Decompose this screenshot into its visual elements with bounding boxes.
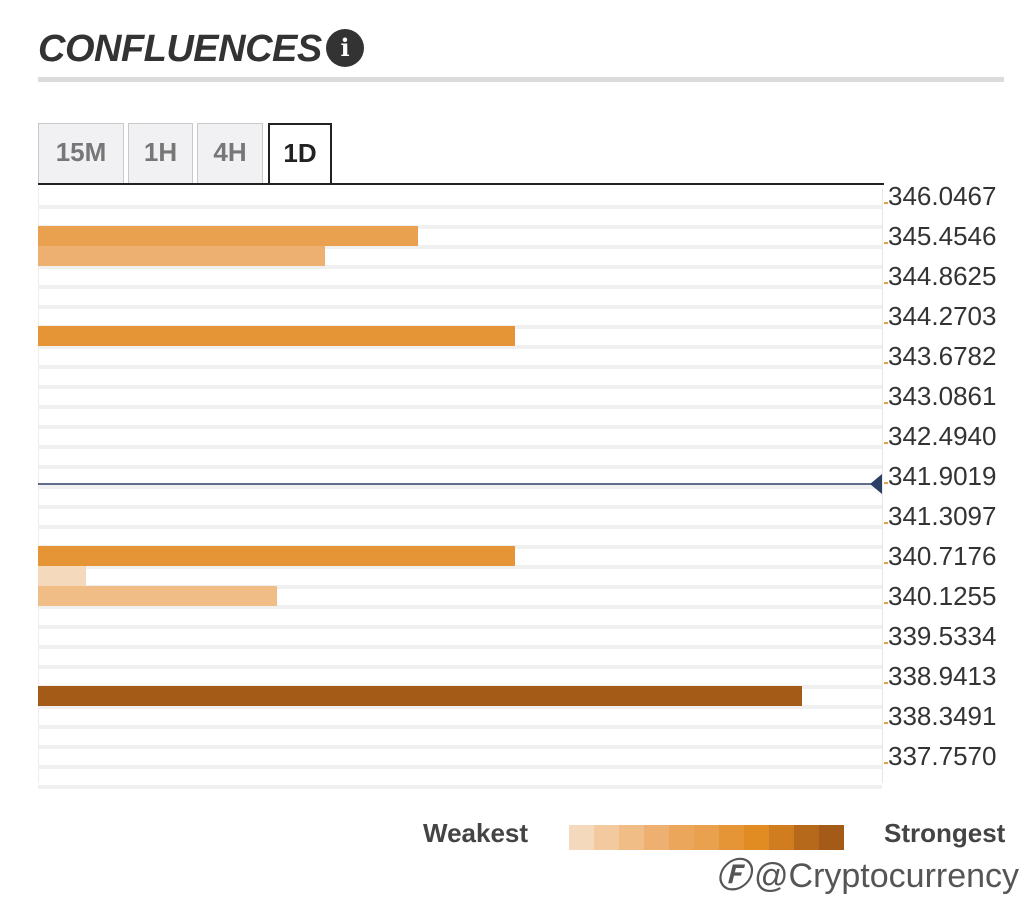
price-level-label: 341.9019 bbox=[888, 461, 996, 491]
price-level-label: 345.4546 bbox=[888, 221, 996, 251]
price-tick bbox=[884, 602, 888, 604]
legend-color-cell bbox=[694, 825, 719, 850]
confluence-bar[interactable] bbox=[38, 546, 515, 566]
legend-color-cell bbox=[794, 825, 819, 850]
current-price-marker bbox=[870, 474, 882, 494]
confluence-bar[interactable] bbox=[38, 566, 86, 586]
confluence-bar[interactable] bbox=[38, 246, 325, 266]
tab-1h[interactable]: 1H bbox=[128, 123, 193, 183]
price-tick bbox=[884, 482, 888, 484]
price-level-label: 344.8625 bbox=[888, 261, 996, 291]
price-level-label: 343.6782 bbox=[888, 341, 996, 371]
grid-row bbox=[38, 625, 882, 629]
grid-row bbox=[38, 565, 882, 569]
grid-row bbox=[38, 385, 882, 389]
price-tick bbox=[884, 282, 888, 284]
grid-row bbox=[38, 705, 882, 709]
legend-color-cell bbox=[819, 825, 844, 850]
price-tick bbox=[884, 642, 888, 644]
price-level-label: 342.4940 bbox=[888, 421, 996, 451]
legend-color-cell bbox=[769, 825, 794, 850]
grid-row bbox=[38, 465, 882, 469]
price-level-label: 344.2703 bbox=[888, 301, 996, 331]
price-level-label: 340.7176 bbox=[888, 541, 996, 571]
watermark: Ⓕ @Cryptocurrency bbox=[716, 848, 1019, 897]
page-title: CONFLUENCES bbox=[38, 28, 322, 70]
confluence-bar[interactable] bbox=[38, 326, 515, 346]
grid-row bbox=[38, 485, 882, 489]
title-divider bbox=[38, 77, 1004, 82]
tab-15m[interactable]: 15M bbox=[38, 123, 124, 183]
info-icon[interactable]: i bbox=[326, 29, 364, 67]
tab-baseline bbox=[38, 183, 884, 185]
grid-row bbox=[38, 345, 882, 349]
grid-row bbox=[38, 605, 882, 609]
watermark-text: @Cryptocurrency bbox=[754, 857, 1020, 895]
confluence-bar[interactable] bbox=[38, 686, 802, 706]
price-level-label: 343.0861 bbox=[888, 381, 996, 411]
grid-row bbox=[38, 785, 882, 789]
legend-color-cell bbox=[594, 825, 619, 850]
confluence-bar[interactable] bbox=[38, 586, 277, 606]
plot-left-edge bbox=[38, 188, 39, 783]
price-tick bbox=[884, 402, 888, 404]
confluence-bar[interactable] bbox=[38, 226, 418, 246]
price-level-label: 339.5334 bbox=[888, 621, 996, 651]
grid-row bbox=[38, 265, 882, 269]
price-tick bbox=[884, 762, 888, 764]
price-tick bbox=[884, 522, 888, 524]
grid-row bbox=[38, 645, 882, 649]
grid-row bbox=[38, 525, 882, 529]
legend-color-cell bbox=[619, 825, 644, 850]
grid-row bbox=[38, 665, 882, 669]
grid-row bbox=[38, 765, 882, 769]
price-level-label: 340.1255 bbox=[888, 581, 996, 611]
legend-color-cell bbox=[644, 825, 669, 850]
axis-line bbox=[882, 188, 883, 783]
price-level-label: 338.9413 bbox=[888, 661, 996, 691]
price-tick bbox=[884, 202, 888, 204]
legend-color-scale bbox=[569, 825, 844, 850]
tab-4h[interactable]: 4H bbox=[197, 123, 263, 183]
price-tick bbox=[884, 322, 888, 324]
price-tick bbox=[884, 722, 888, 724]
legend-color-cell bbox=[569, 825, 594, 850]
grid-row bbox=[38, 725, 882, 729]
grid-row bbox=[38, 205, 882, 209]
price-level-label: 337.7570 bbox=[888, 741, 996, 771]
grid-row bbox=[38, 405, 882, 409]
legend-color-cell bbox=[744, 825, 769, 850]
legend-color-cell bbox=[669, 825, 694, 850]
legend-weakest-label: Weakest bbox=[423, 818, 529, 848]
price-level-label: 338.3491 bbox=[888, 701, 996, 731]
legend-color-cell bbox=[719, 825, 744, 850]
legend-strongest-label: Strongest bbox=[884, 818, 1006, 848]
grid-row bbox=[38, 225, 882, 229]
grid-row bbox=[38, 585, 882, 589]
price-tick bbox=[884, 362, 888, 364]
grid-row bbox=[38, 245, 882, 249]
price-tick bbox=[884, 562, 888, 564]
grid-row bbox=[38, 425, 882, 429]
grid-row bbox=[38, 305, 882, 309]
price-tick bbox=[884, 242, 888, 244]
grid-row bbox=[38, 445, 882, 449]
grid-row bbox=[38, 745, 882, 749]
price-tick bbox=[884, 442, 888, 444]
tab-1d[interactable]: 1D bbox=[268, 123, 332, 185]
grid-row bbox=[38, 365, 882, 369]
grid-row bbox=[38, 285, 882, 289]
price-level-label: 341.3097 bbox=[888, 501, 996, 531]
grid-row bbox=[38, 505, 882, 509]
price-level-label: 346.0467 bbox=[888, 181, 996, 211]
price-tick bbox=[884, 682, 888, 684]
watermark-logo: Ⓕ bbox=[716, 857, 750, 895]
